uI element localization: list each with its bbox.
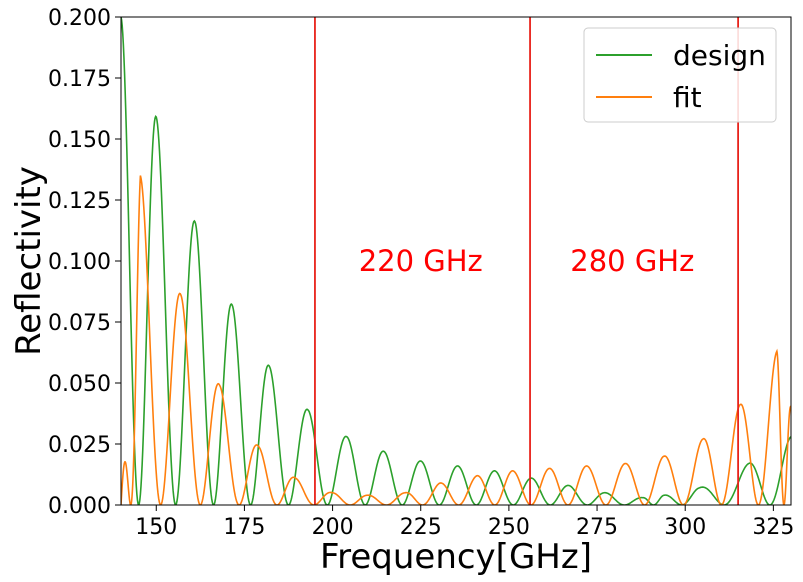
- legend-label-design: design: [673, 39, 766, 72]
- y-tick-label: 0.100: [48, 250, 111, 275]
- y-tick-label: 0.200: [48, 6, 111, 31]
- legend-box: [583, 27, 777, 123]
- x-tick-label: 200: [312, 515, 354, 540]
- x-tick-label: 150: [135, 515, 177, 540]
- x-tick-label: 275: [576, 515, 618, 540]
- x-axis-label: Frequency[GHz]: [320, 537, 592, 577]
- series-line-design: [121, 17, 791, 505]
- y-tick-label: 0.050: [48, 372, 111, 397]
- x-tick-label: 325: [752, 515, 794, 540]
- y-tick-label: 0.125: [48, 189, 111, 214]
- axes: 220 GHz 280 GHz 150 175 200 225 250 275 300 325 0.…: [9, 6, 794, 577]
- x-tick-label: 300: [664, 515, 706, 540]
- x-tick-label: 225: [400, 515, 442, 540]
- series-line-fit: [121, 175, 791, 505]
- legend-label-fit: fit: [673, 81, 702, 114]
- x-tick-label: 250: [488, 515, 530, 540]
- band-label-2: 280 GHz: [570, 244, 694, 278]
- y-tick-label: 0.150: [48, 128, 111, 153]
- y-tick-label: 0.025: [48, 433, 111, 458]
- legend: design fit: [583, 27, 777, 123]
- y-tick-label: 0.075: [48, 311, 111, 336]
- band-label-1: 220 GHz: [359, 244, 483, 278]
- x-tick-label: 175: [223, 515, 265, 540]
- y-axis-label: Reflectivity: [9, 166, 49, 356]
- plot-area: [121, 17, 791, 505]
- y-tick-label: 0.000: [48, 494, 111, 519]
- y-tick-label: 0.175: [48, 67, 111, 92]
